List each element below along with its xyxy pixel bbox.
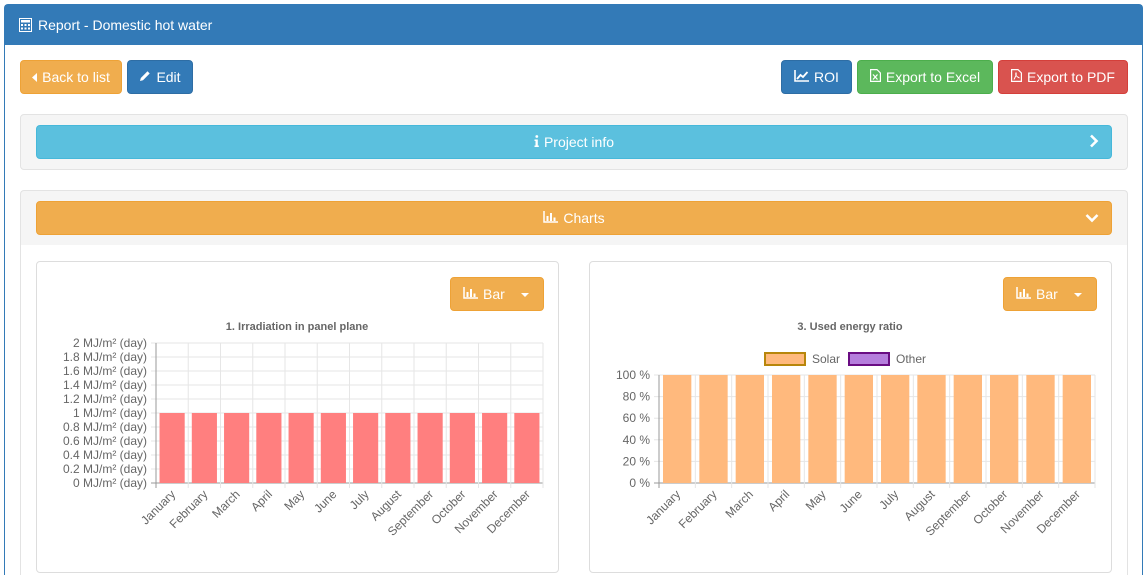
export-pdf-button[interactable]: Export to PDF <box>998 60 1128 94</box>
bar-october <box>989 375 1019 483</box>
caret-down-icon <box>1074 293 1082 297</box>
x-tick-label: June <box>311 487 340 516</box>
bar-march <box>735 375 765 483</box>
y-tick-label: 1.8 MJ/m² (day) <box>63 350 147 364</box>
bar-chart-icon <box>463 286 478 302</box>
y-tick-label: 1 MJ/m² (day) <box>73 406 147 420</box>
y-tick-label: 0.4 MJ/m² (day) <box>63 448 147 462</box>
charts-label: Charts <box>563 210 605 226</box>
legend-label-solar: Solar <box>812 352 840 366</box>
bar-november <box>482 413 508 483</box>
bar-september <box>417 413 443 483</box>
legend-swatch-solar <box>764 352 806 366</box>
bar-july <box>353 413 379 483</box>
x-tick-label: July <box>876 487 901 512</box>
bar-february <box>699 375 728 483</box>
file-pdf-icon <box>1011 69 1023 85</box>
back-to-list-label: Back to list <box>42 69 110 85</box>
y-tick-label: 0 % <box>629 476 650 490</box>
project-info-toggle[interactable]: Project info <box>36 125 1112 159</box>
chart-type-label: Bar <box>483 286 505 302</box>
edit-button[interactable]: Edit <box>127 60 193 94</box>
chart-type-dropdown-2[interactable]: Bar <box>1003 277 1097 311</box>
pencil-icon <box>139 69 151 85</box>
y-tick-label: 40 % <box>623 433 651 447</box>
bar-june <box>844 375 874 483</box>
y-tick-label: 1.2 MJ/m² (day) <box>63 392 147 406</box>
line-chart-icon <box>794 69 810 85</box>
bar-may <box>808 375 837 483</box>
back-to-list-button[interactable]: Back to list <box>20 60 122 94</box>
chart-title: 3. Used energy ratio <box>797 321 902 333</box>
bar-chart-icon <box>543 210 559 226</box>
x-tick-label: May <box>803 487 829 513</box>
edit-label: Edit <box>156 69 181 85</box>
bar-october <box>449 413 475 483</box>
y-tick-label: 1.4 MJ/m² (day) <box>63 378 147 392</box>
x-tick-label: April <box>765 487 792 514</box>
x-tick-label: April <box>248 487 275 514</box>
chart-type-dropdown-1[interactable]: Bar <box>450 277 544 311</box>
calculator-icon <box>19 18 32 32</box>
bar-may <box>288 413 314 483</box>
bar-april <box>771 375 801 483</box>
panel-heading: Report - Domestic hot water <box>5 5 1142 45</box>
x-tick-label: July <box>347 487 372 512</box>
info-icon <box>534 134 539 150</box>
bar-june <box>320 413 346 483</box>
export-excel-button[interactable]: Export to Excel <box>857 60 993 94</box>
y-tick-label: 60 % <box>623 411 651 425</box>
bar-september <box>953 375 983 483</box>
legend-label-other: Other <box>896 352 926 366</box>
chart-type-label: Bar <box>1036 286 1058 302</box>
x-tick-label: June <box>837 487 866 516</box>
x-tick-label: February <box>676 487 720 531</box>
bar-march <box>224 413 250 483</box>
roi-label: ROI <box>814 69 839 85</box>
y-tick-label: 100 % <box>616 368 650 382</box>
y-tick-label: 0 MJ/m² (day) <box>73 476 147 490</box>
bar-february <box>191 413 217 483</box>
charts-toggle[interactable]: Charts <box>36 201 1112 235</box>
roi-button[interactable]: ROI <box>781 60 852 94</box>
caret-left-icon <box>32 69 38 85</box>
bar-november <box>1026 375 1055 483</box>
chart-title: 1. Irradiation in panel plane <box>226 321 368 333</box>
bar-december <box>1062 375 1092 483</box>
bar-july <box>880 375 910 483</box>
bar-august <box>917 375 946 483</box>
project-info-label: Project info <box>543 134 615 150</box>
bar-january <box>662 375 692 483</box>
chevron-down-icon <box>1085 210 1099 226</box>
page-title: Report - Domestic hot water <box>38 17 213 33</box>
y-tick-label: 0.8 MJ/m² (day) <box>63 420 147 434</box>
bar-chart-icon <box>1016 286 1031 302</box>
bar-august <box>385 413 411 483</box>
caret-down-icon <box>521 293 529 297</box>
y-tick-label: 0.2 MJ/m² (day) <box>63 462 147 476</box>
export-excel-label: Export to Excel <box>885 69 981 85</box>
bar-january <box>159 413 185 483</box>
x-tick-label: March <box>209 487 242 520</box>
file-excel-icon <box>869 69 881 85</box>
y-tick-label: 1.6 MJ/m² (day) <box>63 364 147 378</box>
bar-december <box>514 413 540 483</box>
y-tick-label: 80 % <box>623 390 651 404</box>
x-tick-label: May <box>281 487 307 513</box>
chevron-right-icon <box>1089 134 1099 151</box>
export-pdf-label: Export to PDF <box>1027 69 1115 85</box>
y-tick-label: 2 MJ/m² (day) <box>73 336 147 350</box>
x-tick-label: March <box>722 487 755 520</box>
legend-swatch-other <box>848 352 890 366</box>
bar-april <box>256 413 282 483</box>
y-tick-label: 20 % <box>623 454 651 468</box>
y-tick-label: 0.6 MJ/m² (day) <box>63 434 147 448</box>
